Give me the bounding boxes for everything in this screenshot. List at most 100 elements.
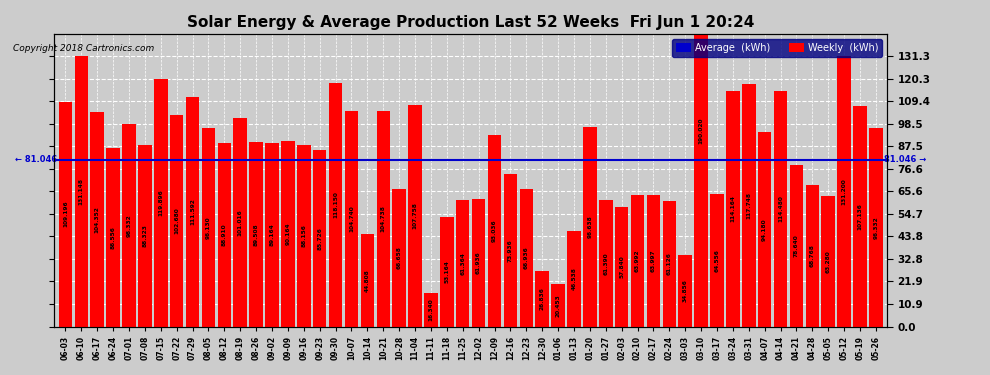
Text: 66.658: 66.658 (397, 246, 402, 269)
Text: 16.340: 16.340 (429, 298, 434, 321)
Bar (202, 129, 215, 327)
Bar (615, 207, 629, 327)
Text: 86.556: 86.556 (111, 226, 116, 249)
Bar (234, 118, 248, 327)
Bar (74, 56, 88, 327)
Bar (694, 0, 708, 327)
Text: 68.768: 68.768 (810, 244, 815, 267)
Text: 63.997: 63.997 (651, 249, 656, 272)
Text: 131.148: 131.148 (79, 178, 84, 205)
Text: 34.856: 34.856 (683, 279, 688, 302)
Text: 190.020: 190.020 (699, 117, 704, 144)
Bar (599, 200, 613, 327)
Text: 61.390: 61.390 (603, 252, 608, 274)
Bar (360, 234, 374, 327)
Bar (139, 145, 151, 327)
Text: 63.280: 63.280 (826, 250, 831, 273)
Text: 85.726: 85.726 (317, 227, 322, 250)
Text: 98.332: 98.332 (127, 214, 132, 237)
Text: 81.046 →: 81.046 → (884, 155, 926, 164)
Bar (249, 142, 263, 327)
Text: 131.200: 131.200 (842, 178, 846, 205)
Bar (90, 111, 104, 327)
Text: 61.126: 61.126 (667, 252, 672, 275)
Text: Copyright 2018 Cartronics.com: Copyright 2018 Cartronics.com (13, 44, 154, 52)
Text: 88.910: 88.910 (222, 224, 227, 246)
Bar (472, 199, 485, 327)
Text: 94.180: 94.180 (762, 218, 767, 241)
Text: 90.164: 90.164 (285, 222, 290, 245)
Bar (853, 106, 867, 327)
Bar (822, 196, 835, 327)
Bar (869, 128, 883, 327)
Text: 118.150: 118.150 (333, 191, 339, 218)
Text: 63.992: 63.992 (635, 249, 641, 272)
Bar (408, 105, 422, 327)
Bar (567, 231, 581, 327)
Text: 88.156: 88.156 (301, 224, 306, 247)
Text: 88.323: 88.323 (143, 224, 148, 247)
Bar (265, 143, 279, 327)
Text: 66.936: 66.936 (524, 246, 529, 269)
Bar (392, 189, 406, 327)
Text: 26.836: 26.836 (540, 288, 545, 310)
Text: 53.164: 53.164 (445, 260, 449, 283)
Text: 114.480: 114.480 (778, 195, 783, 222)
Bar (106, 148, 120, 327)
Text: 20.453: 20.453 (555, 294, 560, 317)
Text: 96.332: 96.332 (873, 216, 878, 239)
Bar (456, 200, 469, 327)
Bar (774, 91, 787, 327)
Text: 114.164: 114.164 (731, 195, 736, 222)
Text: 89.164: 89.164 (269, 224, 274, 246)
Bar (297, 145, 311, 327)
Text: 107.136: 107.136 (857, 203, 862, 229)
Text: 46.538: 46.538 (571, 267, 576, 290)
Text: 61.936: 61.936 (476, 251, 481, 274)
Bar (424, 293, 438, 327)
Bar (329, 83, 343, 327)
Bar (806, 185, 819, 327)
Bar (488, 135, 501, 327)
Bar (58, 102, 72, 327)
Text: 44.808: 44.808 (365, 269, 370, 292)
Bar (520, 189, 533, 327)
Bar (758, 132, 771, 327)
Bar (631, 195, 644, 327)
Text: 96.130: 96.130 (206, 216, 211, 239)
Bar (313, 150, 327, 327)
Text: 93.036: 93.036 (492, 219, 497, 242)
Bar (646, 195, 660, 327)
Text: 101.016: 101.016 (238, 209, 243, 236)
Text: 107.758: 107.758 (413, 202, 418, 229)
Bar (122, 124, 136, 327)
Text: 117.748: 117.748 (746, 192, 751, 219)
Text: 119.896: 119.896 (158, 190, 163, 216)
Text: 109.196: 109.196 (63, 201, 68, 227)
Text: 104.352: 104.352 (95, 206, 100, 232)
Text: 64.556: 64.556 (715, 249, 720, 272)
Text: 102.680: 102.680 (174, 207, 179, 234)
Bar (726, 92, 740, 327)
Bar (504, 174, 517, 327)
Text: ← 81.046: ← 81.046 (15, 155, 57, 164)
Bar (710, 194, 724, 327)
Bar (790, 165, 803, 327)
Text: 73.936: 73.936 (508, 239, 513, 262)
Legend: Average  (kWh), Weekly  (kWh): Average (kWh), Weekly (kWh) (672, 39, 882, 57)
Text: 104.740: 104.740 (349, 205, 354, 232)
Bar (376, 111, 390, 327)
Bar (218, 143, 231, 327)
Bar (536, 271, 548, 327)
Title: Solar Energy & Average Production Last 52 Weeks  Fri Jun 1 20:24: Solar Energy & Average Production Last 5… (187, 15, 754, 30)
Text: 96.638: 96.638 (587, 216, 592, 238)
Bar (441, 217, 453, 327)
Text: 111.592: 111.592 (190, 198, 195, 225)
Bar (662, 201, 676, 327)
Text: 57.840: 57.840 (619, 256, 624, 278)
Bar (838, 56, 850, 327)
Bar (551, 285, 565, 327)
Bar (281, 141, 295, 327)
Bar (170, 115, 183, 327)
Text: 104.738: 104.738 (381, 205, 386, 232)
